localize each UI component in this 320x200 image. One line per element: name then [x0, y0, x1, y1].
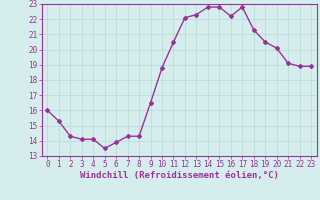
X-axis label: Windchill (Refroidissement éolien,°C): Windchill (Refroidissement éolien,°C): [80, 171, 279, 180]
